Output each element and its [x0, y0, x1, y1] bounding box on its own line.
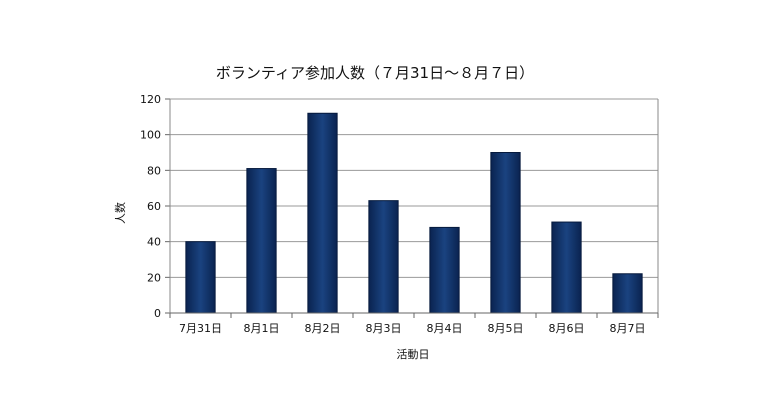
y-tick-label: 60: [147, 200, 161, 213]
bar: [246, 168, 277, 314]
axes: [169, 99, 659, 318]
x-tick-label: 8月2日: [305, 322, 341, 335]
bars: [185, 112, 643, 314]
y-tick-labels: 0 20 40 60 80 100 120: [140, 93, 161, 320]
y-tick-label: 100: [140, 129, 161, 142]
x-tick-label: 8月3日: [366, 322, 402, 335]
x-axis-title: 活動日: [397, 347, 430, 361]
x-tick-label: 8月1日: [244, 322, 280, 335]
y-tick-label: 20: [147, 271, 161, 284]
bar: [307, 112, 338, 314]
x-category-labels: 7月31日 8月1日 8月2日 8月3日 8月4日 8月5日 8月6日 8月7日: [179, 322, 646, 335]
y-tick-label: 40: [147, 236, 161, 249]
x-tick-label: 8月5日: [488, 322, 524, 335]
y-tick-label: 120: [140, 93, 161, 106]
y-axis-title: 人数: [114, 202, 127, 224]
x-tick-label: 8月4日: [427, 322, 463, 335]
x-tick-label: 8月6日: [549, 322, 585, 335]
x-tick-label: 8月7日: [610, 322, 646, 335]
bar: [551, 221, 582, 314]
chart-title: ボランティア参加人数（７月31日～８月７日）: [216, 64, 534, 82]
y-tick-label: 0: [154, 307, 161, 320]
bar: [612, 273, 643, 314]
bar: [429, 226, 460, 314]
bar: [185, 241, 216, 314]
bar: [490, 152, 521, 314]
gridlines: [165, 98, 658, 314]
bar: [368, 200, 399, 314]
y-tick-label: 80: [147, 164, 161, 177]
x-tick-label: 7月31日: [179, 322, 222, 335]
